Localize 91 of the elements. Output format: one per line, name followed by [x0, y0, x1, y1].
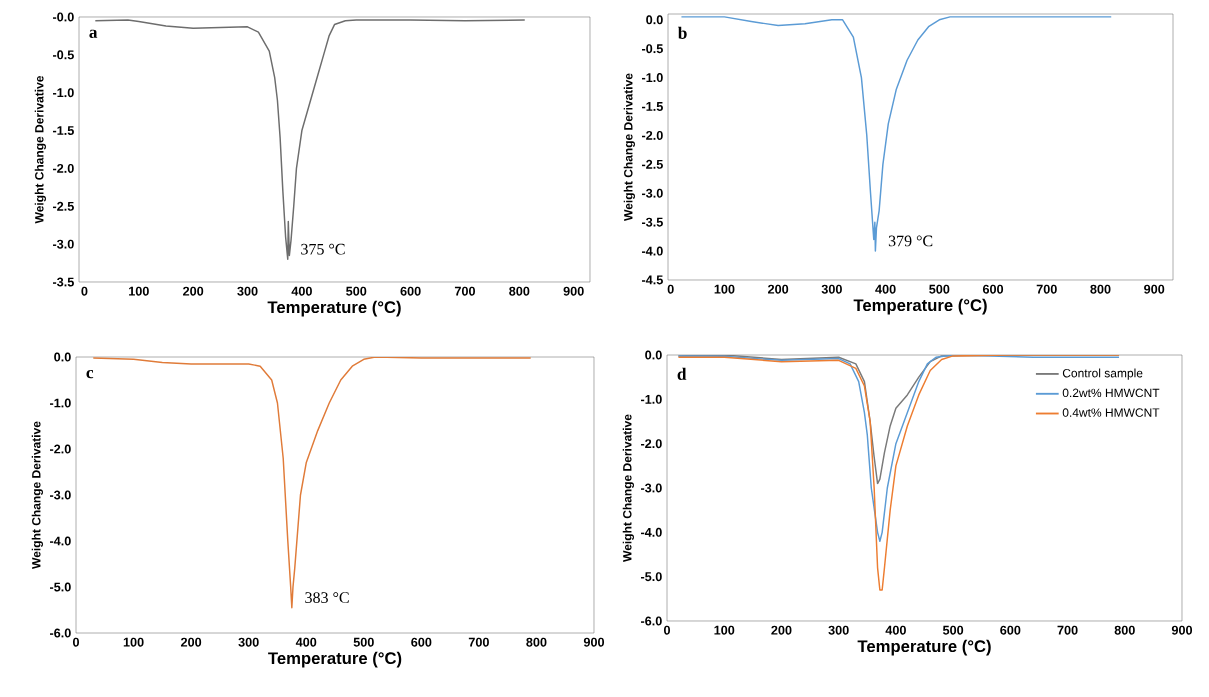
x-tick-label: 900	[1144, 284, 1165, 294]
x-axis-title: Temperature (°C)	[267, 300, 401, 317]
annotation: 375 °C	[301, 243, 345, 255]
y-axis-title: Weight Change Derivative	[34, 76, 46, 224]
y-tick-label: 0.0	[645, 350, 662, 360]
annotation: d	[677, 367, 687, 380]
y-tick-label: -2.5	[641, 159, 663, 169]
y-tick-label: -0.0	[52, 12, 74, 22]
x-tick-label: 0	[72, 637, 80, 647]
y-tick-label: -3.0	[641, 188, 663, 198]
y-tick-label: -3.5	[52, 277, 74, 287]
x-tick-label: 300	[821, 284, 842, 294]
x-tick-label: 700	[468, 637, 489, 647]
x-tick-label: 500	[942, 625, 964, 635]
x-axis-title: Temperature (°C)	[853, 298, 987, 315]
x-tick-label: 200	[768, 284, 789, 294]
annotation: 379 °C	[888, 235, 933, 247]
x-tick-label: 400	[295, 637, 317, 647]
y-tick-label: -0.5	[52, 50, 74, 60]
annotation: c	[86, 369, 94, 379]
x-tick-label: 600	[1000, 625, 1021, 635]
annotation: 383 °C	[305, 592, 349, 603]
y-tick-label: -1.0	[52, 88, 74, 98]
x-tick-label: 500	[346, 286, 367, 296]
x-tick-label: 500	[353, 637, 374, 647]
y-axis-title: Weight Change Derivative	[623, 73, 635, 221]
y-tick-label: -5.0	[49, 582, 71, 592]
legend-label: 0.2wt% HMWCNT	[1062, 388, 1160, 398]
x-tick-label: 0	[81, 286, 88, 296]
x-tick-label: 700	[1057, 625, 1078, 635]
x-tick-label: 400	[875, 284, 896, 294]
x-tick-label: 300	[237, 286, 258, 296]
y-tick-label: 0.0	[646, 15, 663, 25]
y-tick-label: -2.0	[641, 130, 663, 140]
y-tick-label: -1.0	[640, 394, 662, 404]
y-tick-label: -4.5	[641, 275, 663, 285]
y-tick-label: -3.0	[52, 239, 74, 249]
y-tick-label: -4.0	[640, 527, 662, 537]
y-tick-label: -2.5	[52, 201, 74, 211]
y-tick-label: -6.0	[640, 616, 662, 626]
x-tick-label: 100	[714, 625, 735, 635]
x-axis-title: Temperature (°C)	[268, 651, 402, 668]
y-tick-label: -2.0	[52, 163, 74, 173]
x-tick-label: 600	[982, 284, 1004, 294]
x-tick-label: 0	[667, 284, 674, 294]
legend-label: 0.4wt% HMWCNT	[1062, 408, 1160, 417]
x-tick-label: 900	[583, 637, 605, 647]
x-tick-label: 300	[238, 637, 259, 647]
x-tick-label: 600	[411, 637, 432, 647]
y-tick-label: -1.0	[641, 73, 663, 83]
line-series	[92, 357, 532, 609]
x-tick-label: 900	[1171, 625, 1193, 635]
x-tick-label: 100	[129, 286, 149, 296]
y-tick-label: -1.5	[52, 126, 74, 135]
y-tick-label: -1.0	[49, 398, 71, 408]
x-tick-label: 800	[526, 637, 547, 647]
x-tick-label: 600	[400, 286, 421, 296]
x-tick-label: 400	[291, 286, 312, 296]
legend-label: Control sample	[1062, 368, 1143, 380]
y-axis-title: Weight Change Derivative	[31, 421, 43, 569]
x-tick-label: 200	[180, 637, 202, 647]
y-tick-label: -3.0	[49, 490, 71, 500]
y-tick-label: -0.5	[641, 44, 663, 54]
x-tick-label: 700	[1036, 284, 1057, 294]
x-tick-label: 0	[663, 625, 671, 635]
y-tick-label: -5.0	[640, 572, 662, 582]
x-axis-title: Temperature (°C)	[857, 639, 991, 656]
x-tick-label: 800	[1114, 625, 1135, 635]
y-tick-label: -2.0	[640, 439, 662, 449]
annotation: b	[678, 26, 687, 39]
x-tick-label: 100	[123, 637, 144, 647]
x-tick-label: 200	[771, 625, 792, 635]
x-tick-label: 700	[454, 286, 476, 296]
y-tick-label: -4.0	[49, 536, 71, 546]
x-tick-label: 100	[714, 284, 735, 294]
y-axis-title: Weight Change Derivative	[622, 414, 634, 562]
y-tick-label: -4.0	[641, 246, 663, 256]
y-tick-label: -3.0	[640, 483, 662, 493]
x-tick-label: 800	[509, 286, 530, 296]
y-tick-label: -1.5	[641, 102, 663, 111]
y-tick-label: -2.0	[49, 444, 71, 454]
y-tick-label: 0.0	[54, 352, 71, 362]
y-tick-label: -3.5	[641, 217, 663, 227]
x-tick-label: 800	[1090, 284, 1111, 294]
x-tick-label: 500	[929, 284, 950, 294]
annotation: a	[89, 29, 98, 38]
y-tick-label: -6.0	[49, 628, 71, 638]
x-tick-label: 900	[563, 286, 584, 296]
x-tick-label: 300	[828, 625, 849, 635]
x-tick-label: 200	[183, 286, 204, 296]
x-tick-label: 400	[885, 625, 906, 635]
